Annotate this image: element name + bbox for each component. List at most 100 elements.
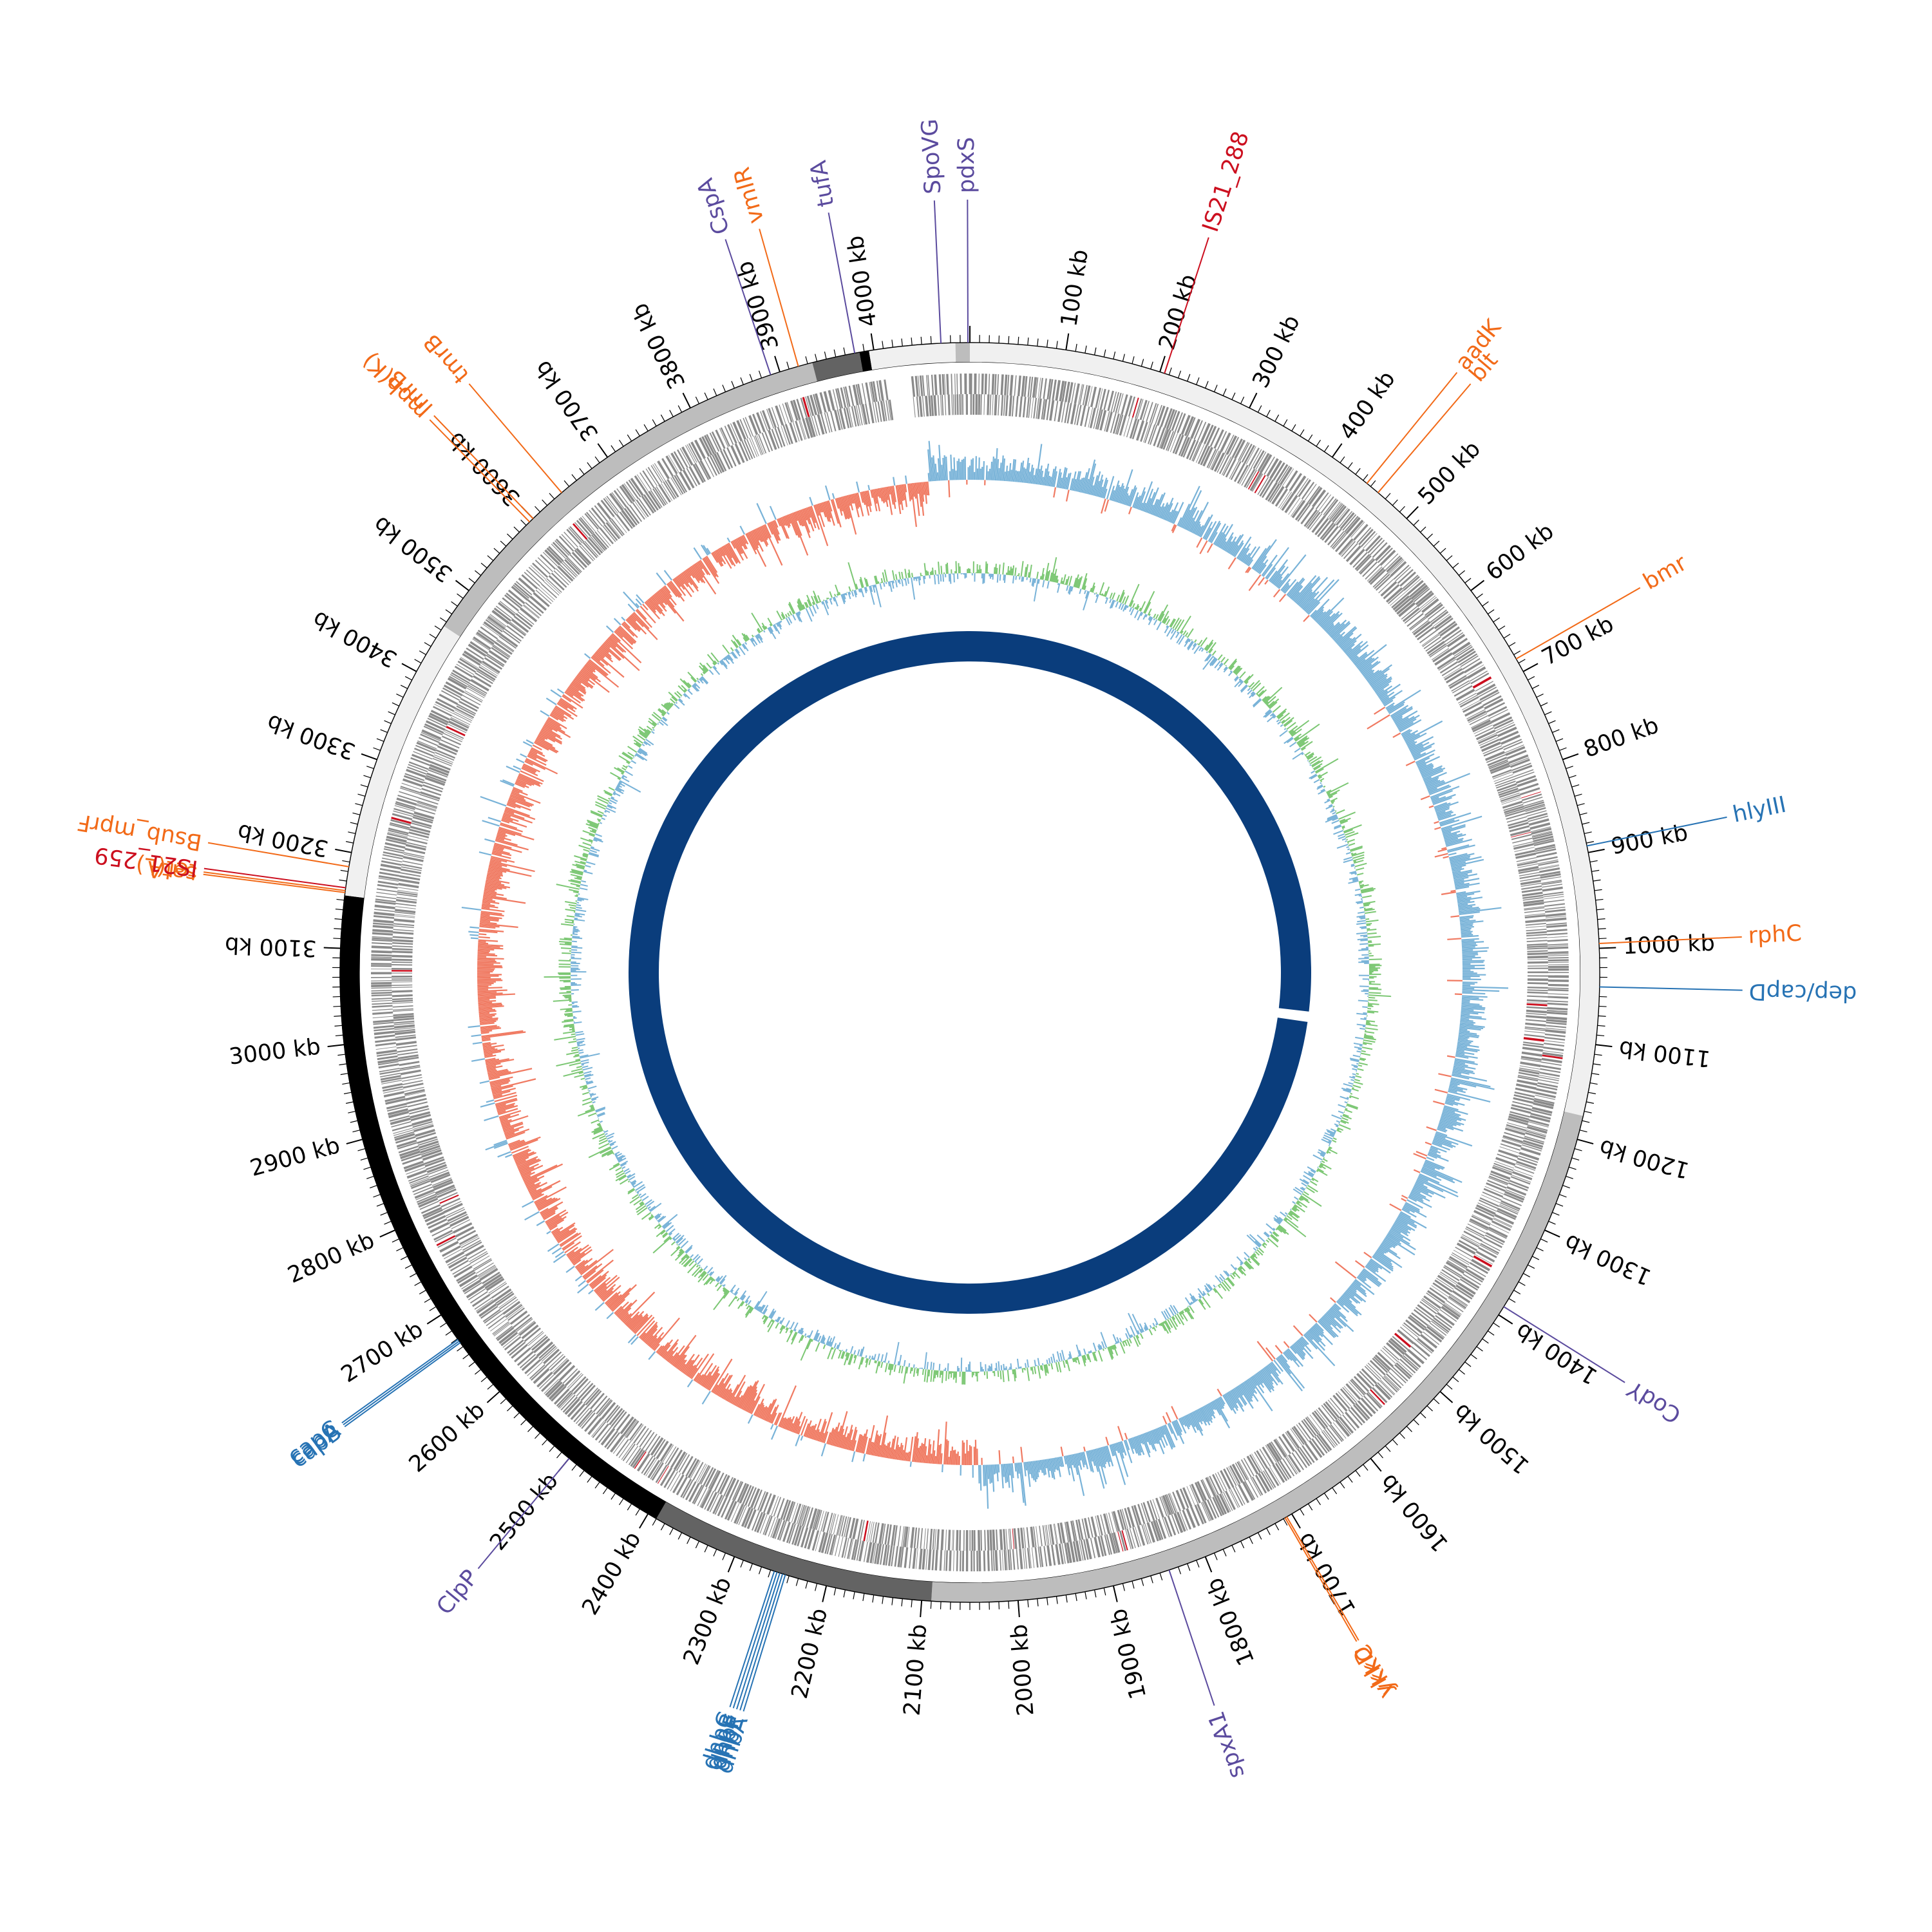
cds-block: [929, 1528, 933, 1549]
cds-block: [379, 867, 401, 874]
cds-block: [415, 1129, 435, 1137]
minor-tick: [758, 370, 762, 379]
cds-block: [1297, 1448, 1311, 1466]
gc-skew-bar: [983, 1464, 985, 1486]
cds-block: [1353, 1376, 1369, 1392]
cds-block: [992, 394, 994, 415]
cds-block: [371, 998, 392, 1000]
cds-block: [511, 618, 529, 633]
cds-block: [605, 497, 618, 514]
cds-block: [1482, 1191, 1502, 1201]
cds-block: [1481, 1240, 1501, 1251]
cds-block: [925, 375, 929, 396]
cds-block: [1449, 638, 1468, 651]
cds-block: [506, 1306, 524, 1320]
cds-block: [597, 1399, 612, 1416]
cds-block: [568, 527, 583, 544]
gc-skew-bar: [1194, 524, 1202, 535]
gc-content-bar: [1029, 578, 1032, 583]
cds-block: [1008, 1528, 1010, 1549]
cds-block: [539, 1374, 555, 1390]
cds-block: [996, 1529, 998, 1551]
cds-block: [1377, 1352, 1394, 1368]
cds-block: [714, 1472, 724, 1492]
cds-block: [507, 1307, 525, 1321]
cds-block: [379, 1068, 400, 1073]
cds-block: [1515, 852, 1537, 859]
gc-skew-bar: [471, 1058, 486, 1062]
cds-block: [1359, 558, 1376, 575]
gc-content-bar: [1028, 564, 1032, 578]
gc-skew-bar: [1255, 556, 1267, 572]
cds-block: [371, 945, 392, 949]
cds-block: [1291, 500, 1306, 518]
minor-tick: [445, 609, 453, 614]
cds-block: [397, 889, 418, 894]
gc-skew-bar: [1416, 761, 1426, 766]
cds-block: [641, 495, 655, 514]
cds-block: [1542, 1050, 1564, 1054]
cds-block: [1504, 805, 1524, 813]
minor-tick: [1518, 659, 1526, 664]
cds-block: [1193, 420, 1203, 440]
gc-skew-bar: [1375, 683, 1390, 694]
cds-block: [475, 1299, 493, 1312]
minor-tick: [1420, 1412, 1426, 1419]
cds-block: [1527, 965, 1548, 967]
cds-block: [970, 374, 972, 395]
gc-skew-bar: [1028, 471, 1031, 484]
minor-tick: [1385, 1445, 1391, 1452]
gc-skew-bar: [1410, 746, 1424, 754]
cds-block: [430, 761, 451, 771]
cds-block: [1221, 456, 1232, 475]
cds-block: [1363, 533, 1378, 549]
cds-block: [1115, 392, 1122, 413]
gc-skew-bar: [1367, 714, 1390, 730]
gc-content-bar: [983, 573, 985, 583]
cds-block: [414, 748, 434, 757]
cds-block: [1527, 961, 1548, 964]
cds-block: [536, 1371, 553, 1388]
cds-block: [919, 375, 923, 397]
cds-block: [371, 981, 392, 985]
cds-block: [774, 1519, 782, 1539]
gc-skew-bar: [1410, 741, 1430, 753]
gc-skew-bar: [1432, 1139, 1454, 1148]
cds-block: [851, 406, 857, 427]
cds-block: [757, 433, 767, 454]
cds-block: [1301, 482, 1315, 500]
cds-block: [1236, 464, 1249, 484]
cds-block: [560, 1394, 576, 1411]
cds-block: [1009, 395, 1012, 417]
cds-block: [1512, 1171, 1533, 1180]
cds-block: [459, 658, 478, 670]
cds-block: [420, 734, 440, 744]
cds-block: [1271, 1441, 1283, 1460]
cds-block: [1524, 1034, 1545, 1038]
cds-block: [389, 824, 410, 830]
gc-content-bar: [1036, 571, 1039, 579]
cds-block: [1460, 655, 1479, 667]
cds-block: [1531, 1109, 1552, 1116]
cds-block: [1084, 1518, 1090, 1539]
cds-block: [1291, 499, 1303, 517]
gc-skew-bar: [905, 1452, 909, 1461]
minor-tick: [373, 1194, 381, 1198]
gc-skew-bar: [1214, 531, 1224, 546]
cds-block: [734, 443, 745, 463]
cds-block: [678, 471, 692, 491]
cds-block: [688, 443, 699, 462]
minor-tick: [1300, 429, 1305, 437]
minor-tick: [1420, 526, 1426, 533]
major-tick: [486, 1390, 500, 1403]
cds-block: [953, 1550, 954, 1571]
cds-block: [681, 446, 694, 466]
cds-block: [677, 449, 688, 468]
cds-block: [1471, 719, 1492, 731]
cds-block: [410, 1113, 431, 1122]
gc-skew-bar: [1401, 729, 1413, 737]
cds-block: [1142, 1502, 1151, 1522]
gc-skew-bar: [1461, 938, 1479, 941]
gc-skew-bar: [1318, 611, 1334, 626]
cds-block: [403, 853, 424, 859]
